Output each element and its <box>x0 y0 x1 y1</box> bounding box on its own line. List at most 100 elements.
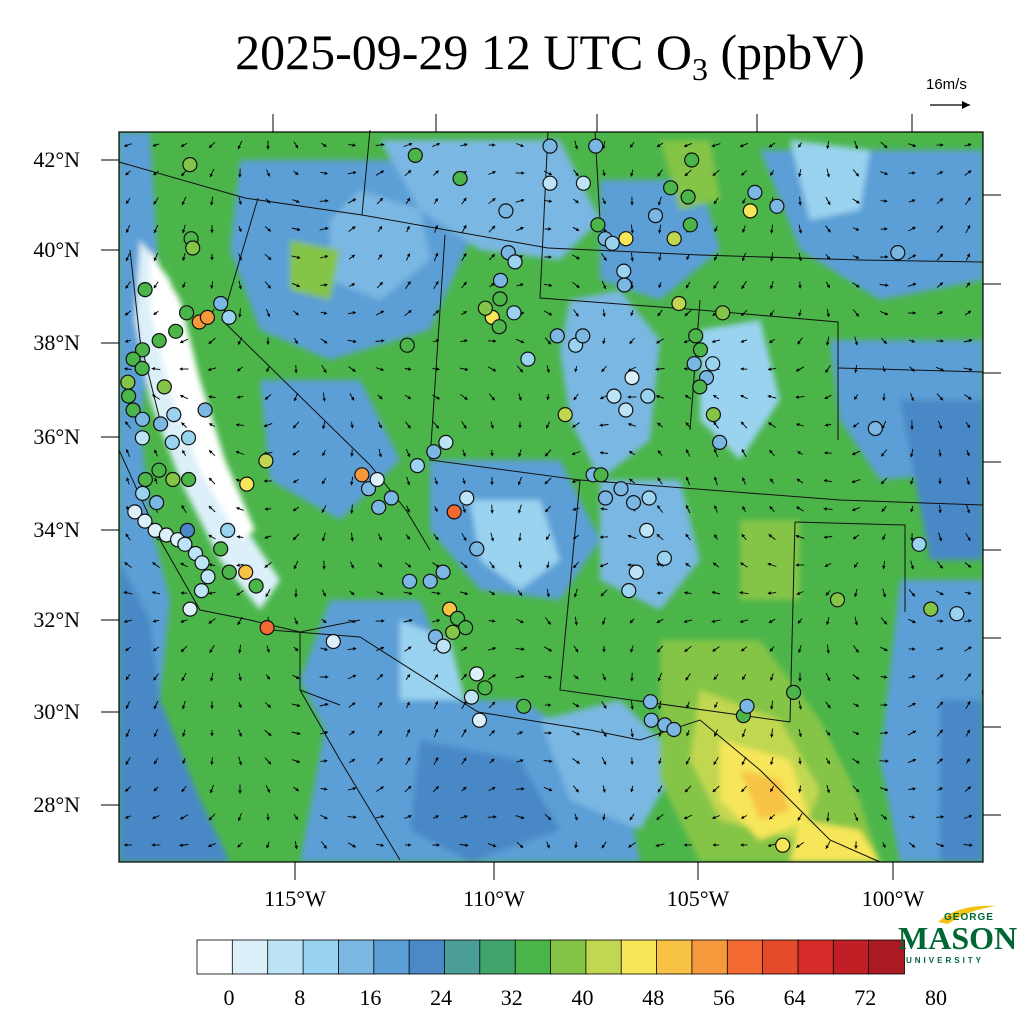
wind-vector-head <box>324 647 328 651</box>
wind-vector-head <box>491 283 495 287</box>
wind-vector-head <box>572 507 577 511</box>
wind-vector-head <box>462 453 466 457</box>
wind-vector-head <box>208 395 212 399</box>
wind-vector-head <box>181 788 185 792</box>
wind-vector-head <box>713 676 718 680</box>
wind-vector-head <box>180 591 184 595</box>
colorbar-bin <box>550 939 587 975</box>
wind-vector-head <box>296 675 300 679</box>
wind-vector-head <box>408 310 412 314</box>
wind-vector-head <box>911 592 915 597</box>
colorbar-bin <box>726 939 764 975</box>
wind-vector-head <box>352 311 356 315</box>
wind-vector-head <box>125 733 129 738</box>
wind-vector-head <box>548 199 552 203</box>
wind-vector-head <box>796 368 800 372</box>
wind-vector-head <box>797 620 802 624</box>
wind-vector-head <box>968 396 972 400</box>
wind-vector-head <box>406 536 410 540</box>
wind-vector-head <box>153 229 157 234</box>
wind-vector-head <box>293 536 297 540</box>
wind-vector-head <box>713 285 717 289</box>
station-marker <box>588 138 604 154</box>
station-marker <box>402 573 418 589</box>
wind-vector-head <box>352 143 356 147</box>
station-marker <box>625 495 642 511</box>
wind-vector-head <box>352 787 356 791</box>
wind-vector-head <box>292 452 297 456</box>
station-marker <box>606 388 622 404</box>
station-marker <box>409 458 425 474</box>
wind-vector-head <box>351 702 356 706</box>
station-marker <box>151 333 167 349</box>
lon-label-105: 105°W <box>666 886 730 911</box>
wind-vector-head <box>353 339 357 344</box>
wind-vector-head <box>521 171 525 175</box>
wind-vector-head <box>882 565 886 569</box>
wind-vector-head <box>464 564 468 568</box>
wind-vector-head <box>325 199 329 203</box>
wind-vector-head <box>825 592 830 596</box>
wind-vector-head <box>770 312 774 316</box>
colorbar-bin <box>585 939 623 975</box>
gmu-logo: GEORGE MASON UNIVERSITY <box>898 900 1017 970</box>
wind-vector-head <box>740 367 744 371</box>
wind-vector-head <box>351 254 355 259</box>
wind-vector-head <box>883 144 888 149</box>
wind-vector-head <box>969 367 973 372</box>
wind-vector-head <box>630 649 634 653</box>
wind-vector-head <box>910 426 914 430</box>
wind-vector-head <box>797 817 801 821</box>
wind-vector-head <box>180 394 184 399</box>
wind-vector-head <box>967 701 971 705</box>
station-marker <box>542 138 558 154</box>
wind-vector-head <box>350 481 354 486</box>
wind-vector-head <box>379 757 383 762</box>
wind-vector-head <box>576 732 580 736</box>
wind-vector-head <box>939 171 944 175</box>
station-marker <box>692 342 709 358</box>
wind-vector-head <box>712 172 717 176</box>
wind-vector-head <box>852 451 856 456</box>
wind-vector-head <box>238 761 243 766</box>
colorbar-tick-label: 48 <box>642 985 665 1010</box>
wind-vector-head <box>881 453 885 457</box>
wind-vector-head <box>124 619 128 623</box>
station-marker <box>445 624 461 640</box>
colorbar-tick-label: 16 <box>359 985 382 1010</box>
wind-vector-head <box>266 313 271 317</box>
wind-vector-head <box>436 367 440 371</box>
wind-vector-head <box>656 394 660 399</box>
lat-label-34: 34°N <box>33 517 80 542</box>
wind-vector-head <box>181 705 186 710</box>
wind-vector-head <box>574 817 578 821</box>
wind-vector-head <box>352 198 356 202</box>
wind-vector-head <box>408 367 412 371</box>
wind-vector-head <box>854 564 858 568</box>
station-marker <box>248 578 264 594</box>
wind-vector-head <box>967 225 971 229</box>
station-marker <box>641 490 657 506</box>
wind-vector-head <box>351 283 355 287</box>
wind-vector-head <box>824 395 829 399</box>
wind-vector-head <box>798 733 802 737</box>
wind-vector-head <box>769 285 774 289</box>
wind-vector-head <box>684 172 689 177</box>
wind-vector-head <box>463 225 467 229</box>
wind-vector-head <box>324 816 328 820</box>
wind-vector-head <box>685 505 689 509</box>
wind-vector-head <box>940 367 944 372</box>
wind-vector-head <box>236 423 240 427</box>
station-marker <box>996 848 1010 862</box>
wind-vector-head <box>236 507 240 511</box>
wind-vector-head <box>236 535 240 539</box>
wind-vector-head <box>436 396 440 400</box>
wind-vector-head <box>153 284 157 289</box>
wind-vector-head <box>407 785 412 790</box>
wind-vector-head <box>684 816 688 820</box>
wind-vector-head <box>350 564 354 569</box>
wind-vector-head <box>520 619 524 624</box>
wind-vector-head <box>882 368 886 372</box>
wind-vector-head <box>435 425 439 429</box>
wind-vector-head <box>912 758 916 763</box>
